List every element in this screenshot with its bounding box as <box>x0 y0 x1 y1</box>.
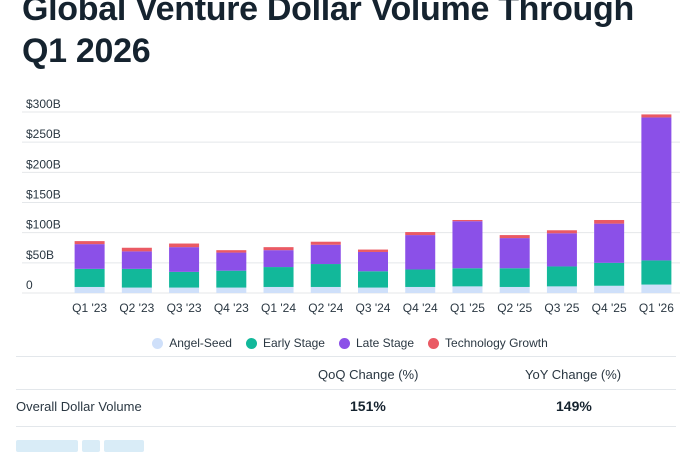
y-tick-label: $250B <box>26 127 61 141</box>
bar-segment-technology-growth <box>452 219 483 222</box>
table-divider-top <box>16 356 676 357</box>
bar-segment-technology-growth <box>594 219 625 224</box>
bar-segment-angel-seed <box>594 285 625 293</box>
bar-segment-early-stage <box>641 260 672 285</box>
bar-segment-late-stage <box>452 221 483 269</box>
bar-segment-technology-growth <box>546 230 577 234</box>
x-tick-label: Q3 '23 <box>167 301 202 315</box>
yoy-value: 149% <box>556 398 592 414</box>
bar-segment-technology-growth <box>121 247 152 252</box>
bar-segment-angel-seed <box>358 287 388 293</box>
legend-swatch-late-stage <box>338 337 350 349</box>
x-tick-label: Q1 '23 <box>72 301 107 315</box>
legend-label-technology-growth: Technology Growth <box>445 336 548 350</box>
stacked-bar-chart: 0 $50B $100B $150B $200B $250B $300B Q1 '23 Q2 '… <box>22 97 680 315</box>
bar-segment-angel-seed <box>216 287 247 293</box>
legend-label-angel-seed: Angel-Seed <box>169 336 232 350</box>
bar-segment-technology-growth <box>169 243 200 248</box>
bar-segment-early-stage <box>358 271 388 288</box>
bar-segment-early-stage <box>216 270 247 288</box>
bar-segment-angel-seed <box>74 286 105 293</box>
table-divider-middle <box>16 389 676 390</box>
bar-segment-angel-seed <box>546 286 577 293</box>
table-divider-bottom <box>16 426 676 427</box>
x-tick-label: Q4 '25 <box>592 301 627 315</box>
bar-segment-early-stage <box>499 268 530 287</box>
bar-segment-early-stage <box>74 268 105 287</box>
bar-segment-late-stage <box>74 244 105 269</box>
legend-item-early-stage: Early Stage <box>245 336 325 350</box>
bar-segment-technology-growth <box>641 114 672 118</box>
bar-segment-early-stage <box>594 262 625 286</box>
bar-segment-late-stage <box>594 223 625 263</box>
bar-segment-late-stage <box>216 252 247 271</box>
x-tick-label: Q4 '24 <box>403 301 438 315</box>
yoy-header: YoY Change (%) <box>525 367 622 382</box>
bar-segment-angel-seed <box>169 287 200 293</box>
bar-segment-late-stage <box>358 251 388 272</box>
bar-segment-angel-seed <box>499 286 530 293</box>
y-tick-label: $150B <box>26 188 61 202</box>
bar-segment-technology-growth <box>358 249 388 252</box>
bar-segment-early-stage <box>169 271 200 288</box>
bar-segment-technology-growth <box>499 235 530 239</box>
x-tick-label: Q1 '26 <box>639 301 674 315</box>
bar-segment-late-stage <box>263 250 294 268</box>
x-tick-label: Q3 '25 <box>544 301 579 315</box>
x-tick-label: Q3 '24 <box>356 301 391 315</box>
bar-segment-angel-seed <box>310 286 341 293</box>
legend-label-late-stage: Late Stage <box>355 336 415 350</box>
y-tick-label: $300B <box>26 97 61 111</box>
bar-segment-late-stage <box>310 244 341 265</box>
bar-segment-early-stage <box>546 266 577 287</box>
x-tick-label: Q2 '24 <box>308 301 343 315</box>
bar-segment-technology-growth <box>405 232 436 236</box>
x-tick-label: Q1 '24 <box>261 301 296 315</box>
bar-segment-early-stage <box>310 264 341 287</box>
bar-segment-technology-growth <box>310 241 341 245</box>
legend-item-late-stage: Late Stage <box>338 336 415 350</box>
brand-logo <box>16 440 156 452</box>
y-tick-label: 0 <box>26 278 33 292</box>
legend-item-technology-growth: Technology Growth <box>428 336 548 350</box>
bar-segment-angel-seed <box>263 286 294 293</box>
page-title: Global Venture Dollar Volume Through Q1 … <box>22 0 634 70</box>
bar-segment-late-stage <box>499 238 530 269</box>
bar-segment-late-stage <box>641 117 672 261</box>
legend-label-early-stage: Early Stage <box>262 336 325 350</box>
legend-swatch-technology-growth <box>428 337 440 349</box>
bar-segment-late-stage <box>121 251 152 269</box>
bar-segment-technology-growth <box>216 250 247 253</box>
y-tick-label: $200B <box>26 157 61 171</box>
x-tick-label: Q1 '25 <box>450 301 485 315</box>
bar-segment-early-stage <box>121 268 152 288</box>
y-tick-label: $50B <box>26 248 54 262</box>
x-tick-label: Q2 '23 <box>119 301 154 315</box>
qoq-header: QoQ Change (%) <box>318 367 419 382</box>
x-tick-label: Q4 '23 <box>214 301 249 315</box>
bar-segment-angel-seed <box>405 286 436 293</box>
qoq-value: 151% <box>350 398 386 414</box>
y-tick-label: $100B <box>26 218 61 232</box>
bar-segment-late-stage <box>169 247 200 272</box>
x-tick-label: Q2 '25 <box>497 301 532 315</box>
bar-segment-early-stage <box>263 267 294 287</box>
bar-segment-angel-seed <box>641 284 672 293</box>
bar-segment-angel-seed <box>452 286 483 293</box>
legend-item-angel-seed: Angel-Seed <box>152 336 232 350</box>
bar-segment-early-stage <box>452 268 483 287</box>
chart-legend: Angel-Seed Early Stage Late Stage Techno… <box>0 333 700 353</box>
bar-segment-early-stage <box>405 269 436 287</box>
legend-swatch-angel-seed <box>152 337 164 349</box>
bar-segment-technology-growth <box>263 247 294 251</box>
legend-swatch-early-stage <box>245 337 257 349</box>
bar-segment-late-stage <box>405 235 436 270</box>
bar-segment-technology-growth <box>74 241 105 245</box>
bar-segment-late-stage <box>546 233 577 267</box>
overall-dollar-volume-label: Overall Dollar Volume <box>16 399 142 414</box>
bar-segment-angel-seed <box>121 287 152 293</box>
